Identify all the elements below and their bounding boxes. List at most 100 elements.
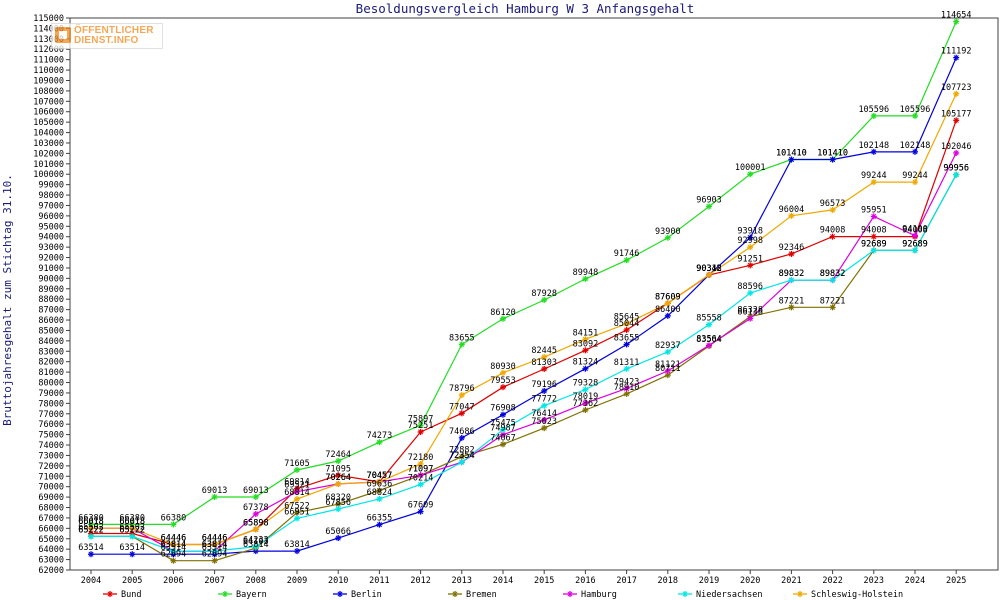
y-tick-label: 103000 (33, 139, 64, 149)
marker-d2 (418, 422, 424, 428)
data-label-bund: 92346 (779, 243, 805, 253)
data-label-schleswig-holstein: 99244 (902, 171, 928, 181)
site-logo: ÖFFENTLICHER DIENST.INFO (51, 23, 163, 49)
data-label-bayern: 93900 (655, 227, 681, 237)
data-point-niedersachsen (294, 515, 300, 522)
data-point-bremen (582, 407, 589, 414)
data-label-hamburg: 94100 (902, 225, 928, 235)
data-point-bund (417, 428, 424, 435)
marker-d2 (335, 481, 341, 487)
data-point-bremen (294, 509, 300, 516)
legend-label-bund: Bund (121, 590, 141, 600)
x-tick-label: 2009 (287, 576, 307, 586)
legend-label-bayern: Bayern (236, 590, 267, 600)
data-point-berlin (623, 341, 630, 348)
data-label-bremen: 86328 (737, 306, 763, 316)
marker-d2 (830, 277, 836, 283)
y-tick-label: 98000 (38, 191, 64, 201)
y-tick-label: 97000 (38, 201, 64, 211)
data-point-bund (582, 347, 589, 354)
y-tick-label: 93000 (38, 243, 64, 253)
marker-d2 (294, 467, 300, 473)
marker-d2 (294, 496, 300, 502)
data-point-berlin (788, 156, 795, 163)
data-point-niedersachsen (376, 495, 383, 502)
marker-d2 (418, 429, 424, 435)
marker-d2 (541, 425, 547, 431)
data-point-berlin (829, 156, 836, 163)
data-label-hamburg: 81121 (655, 360, 681, 370)
marker-d2 (294, 509, 300, 516)
data-label-niedersachsen: 63814 (161, 540, 187, 550)
data-point-niedersachsen (211, 548, 218, 555)
data-label-hamburg: 66018 (78, 517, 104, 527)
data-label-berlin: 86400 (655, 305, 681, 315)
marker-d2 (582, 407, 588, 413)
y-tick-label: 68000 (38, 504, 64, 514)
y-tick-label: 105000 (33, 118, 64, 128)
marker-d2 (871, 149, 877, 155)
y-tick-label: 92000 (38, 254, 64, 264)
data-label-berlin: 102148 (900, 141, 931, 151)
data-label-niedersachsen: 63814 (202, 540, 228, 550)
data-label-bund: 65502 (119, 523, 145, 533)
marker-d2 (706, 272, 712, 278)
marker-d2 (706, 342, 712, 348)
data-label-schleswig-holstein: 66018 (78, 517, 104, 527)
data-point-bayern (294, 466, 300, 473)
data-point-schleswig-holstein (376, 478, 383, 485)
marker-d2 (418, 509, 424, 515)
marker-d2 (335, 501, 341, 507)
data-label-hamburg: 69521 (284, 481, 310, 491)
data-label-bremen: 87221 (820, 296, 846, 306)
data-point-bayern (252, 493, 259, 500)
data-point-bremen (623, 390, 630, 397)
data-label-bund: 83092 (573, 339, 599, 349)
data-point-berlin (335, 535, 342, 542)
data-label-schleswig-holstein: 107723 (941, 83, 972, 93)
x-tick-label: 2017 (616, 576, 636, 586)
data-label-bayern: 69013 (243, 486, 269, 496)
data-label-bayern: 66380 (119, 513, 145, 523)
legend-label-hamburg: Hamburg (581, 590, 617, 600)
data-point-bremen (541, 425, 548, 432)
x-tick-label: 2023 (864, 576, 884, 586)
marker-d2 (953, 117, 959, 123)
data-label-schleswig-holstein: 87609 (655, 292, 681, 302)
marker-d2 (294, 489, 300, 495)
data-point-berlin (294, 548, 300, 555)
y-tick-label: 69000 (38, 493, 64, 503)
y-tick-label: 87000 (38, 306, 64, 316)
marker-d2 (582, 347, 588, 353)
marker-d2 (788, 156, 794, 163)
data-label-niedersachsen: 79328 (573, 379, 599, 389)
y-tick-label: 100000 (33, 170, 64, 180)
marker-d2 (129, 525, 135, 531)
data-label-berlin: 102148 (858, 141, 889, 151)
data-label-bayern: 69013 (202, 486, 228, 496)
marker-d2 (624, 366, 630, 372)
data-label-schleswig-holstein: 96004 (779, 205, 805, 215)
series-line-berlin (91, 57, 957, 555)
marker-d2 (500, 441, 506, 447)
data-point-bayern (664, 234, 671, 241)
x-tick-label: 2020 (740, 576, 760, 586)
marker-d2 (459, 454, 465, 460)
y-tick-label: 101000 (33, 160, 64, 170)
x-tick-label: 2006 (163, 576, 183, 586)
data-label-berlin: 81324 (573, 358, 599, 368)
marker-d2 (335, 458, 341, 464)
x-tick-label: 2012 (410, 576, 430, 586)
x-tick-label: 2014 (493, 576, 513, 586)
data-point-schleswig-holstein (170, 541, 177, 548)
data-point-hamburg (870, 213, 877, 220)
data-label-niedersachsen: 82937 (655, 341, 681, 351)
marker-d2 (541, 417, 547, 423)
y-tick-label: 70000 (38, 483, 64, 493)
data-label-berlin: 76908 (490, 404, 516, 414)
y-tick-label: 102000 (33, 149, 64, 159)
data-label-bund: 94008 (861, 226, 887, 236)
data-label-hamburg: 78019 (573, 392, 599, 402)
marker-d2 (541, 297, 547, 303)
logo-icon (55, 27, 71, 43)
